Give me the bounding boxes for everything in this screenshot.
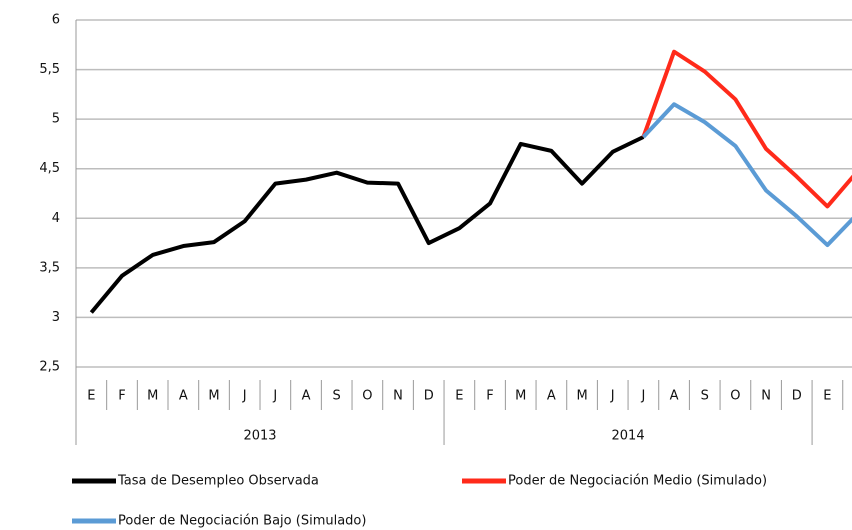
legend-label: Poder de Negociación Medio (Simulado): [508, 474, 767, 489]
legend-label: Tasa de Desempleo Observada: [117, 474, 319, 489]
x-tick-label: E: [823, 389, 831, 404]
x-tick-label: A: [670, 389, 679, 404]
y-tick-label: 3: [52, 310, 60, 325]
y-tick-label: 4,5: [39, 161, 60, 176]
x-tick-label: M: [515, 389, 526, 404]
x-tick-label: N: [761, 389, 771, 404]
series-line: [641, 49, 852, 209]
x-tick-label: E: [87, 389, 95, 404]
x-tick-label: F: [118, 389, 125, 404]
y-tick-label: 2,5: [39, 360, 60, 375]
x-tick-label: S: [701, 389, 709, 404]
year-label: 2014: [612, 429, 645, 444]
x-tick-label: A: [547, 389, 556, 404]
x-tick-label: D: [424, 389, 434, 404]
x-tick-label: M: [147, 389, 158, 404]
x-tick-label: N: [393, 389, 403, 404]
y-tick-label: 3,5: [39, 260, 60, 275]
x-tick-label: M: [208, 389, 219, 404]
x-tick-label: O: [362, 389, 372, 404]
x-tick-label: E: [455, 389, 463, 404]
x-tick-label: F: [486, 389, 493, 404]
x-tick-label: A: [302, 389, 311, 404]
x-tick-label: M: [576, 389, 587, 404]
x-tick-label: O: [730, 389, 740, 404]
x-tick-label: J: [610, 389, 615, 404]
x-tick-label: A: [179, 389, 188, 404]
y-tick-label: 4: [52, 211, 60, 226]
x-tick-label: J: [640, 389, 645, 404]
year-label: 2013: [243, 429, 276, 444]
series-line: [89, 135, 645, 314]
series-line: [641, 102, 852, 248]
x-tick-label: J: [272, 389, 277, 404]
legend-label: Poder de Negociación Bajo (Simulado): [118, 514, 366, 529]
x-tick-label: J: [242, 389, 247, 404]
x-tick-label: D: [792, 389, 802, 404]
y-tick-label: 5,5: [39, 62, 60, 77]
x-tick-label: S: [333, 389, 341, 404]
y-tick-label: 5: [52, 112, 60, 127]
y-tick-label: 6: [52, 13, 60, 28]
